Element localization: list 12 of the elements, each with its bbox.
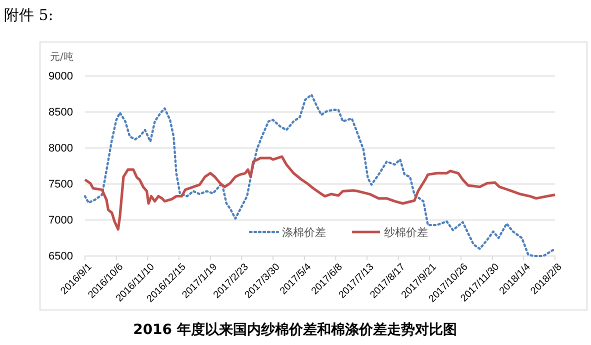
line-series	[84, 94, 556, 258]
y-tick-label: 9000	[48, 70, 73, 83]
legend-label: 纱棉价差	[384, 226, 428, 239]
y-axis-title: 元/吨	[50, 51, 74, 63]
legend-label: 涤棉价差	[282, 226, 326, 239]
y-tick-label: 8000	[48, 142, 73, 155]
y-tick-label: 8500	[48, 106, 73, 119]
y-tick-label: 7000	[48, 214, 73, 227]
text: 附件 5:	[4, 6, 54, 24]
y-tick-label: 7500	[48, 178, 73, 191]
y-tick-label: 6500	[48, 250, 73, 263]
text: 2016 年度以来国内纱棉价差和棉涤价差走势对比图	[133, 321, 457, 338]
